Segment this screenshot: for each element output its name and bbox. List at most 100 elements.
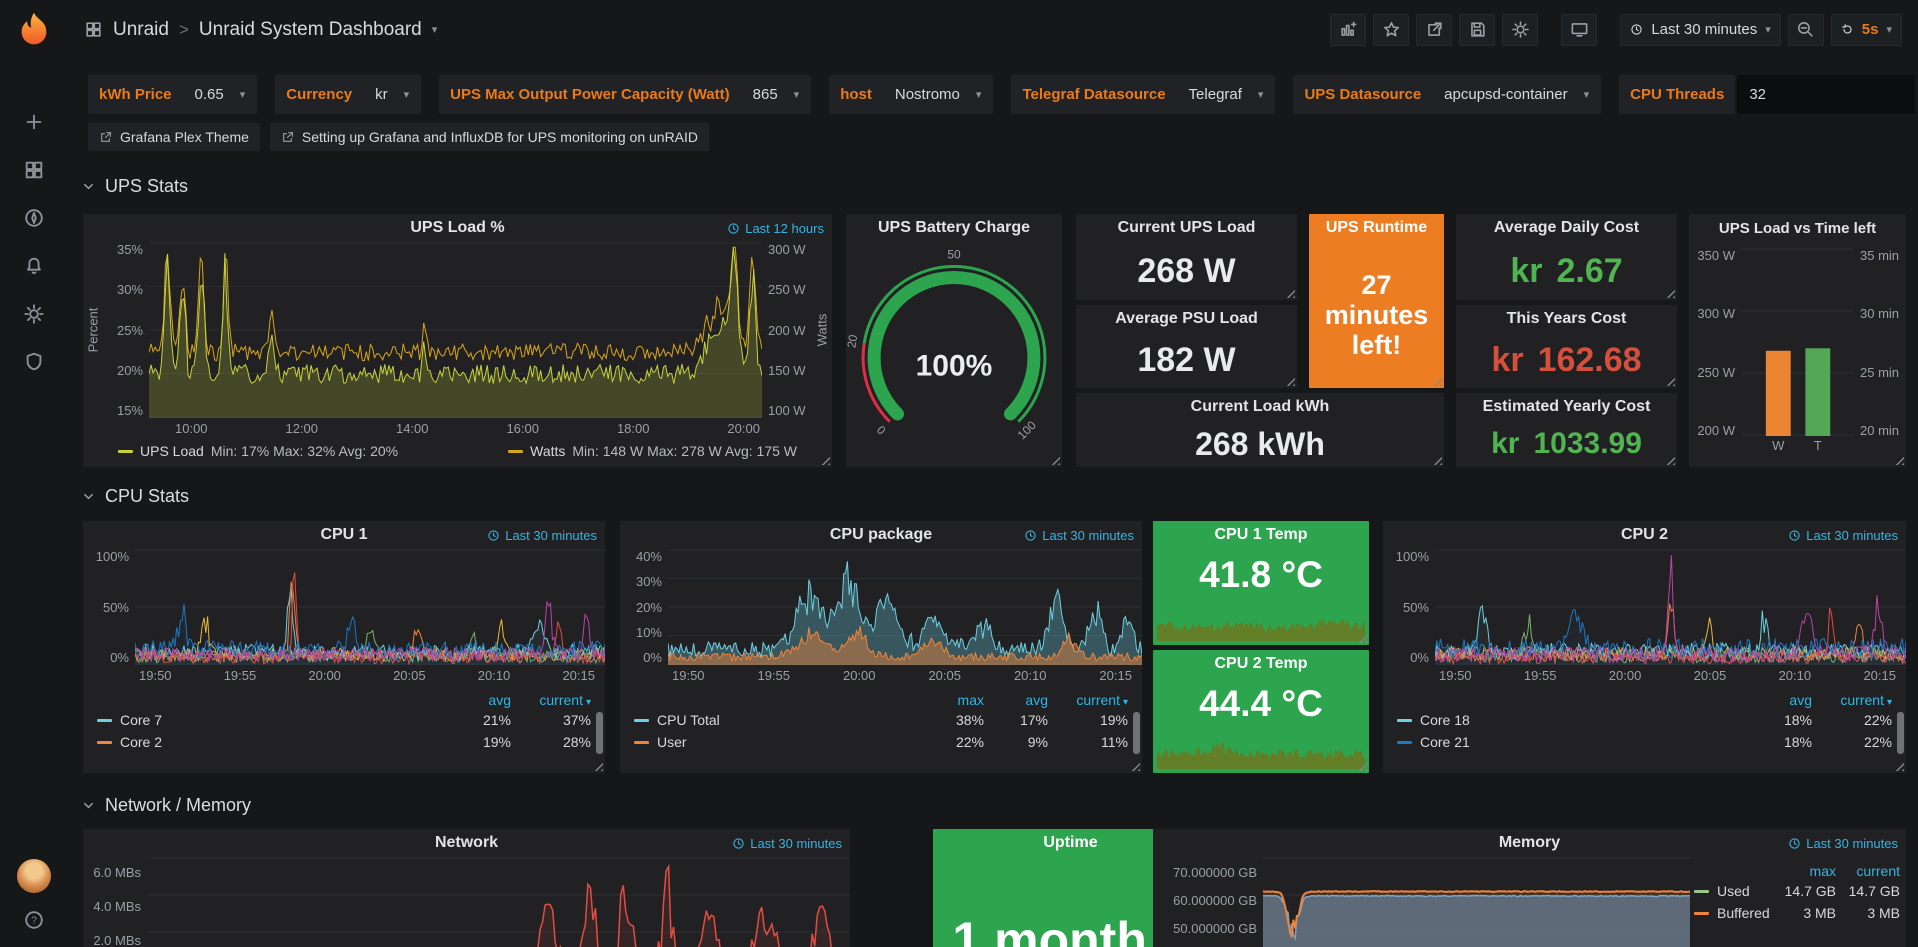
sidebar-item-create[interactable]: [10, 98, 58, 146]
memory-plot[interactable]: [1263, 857, 1690, 947]
section-cpu-stats[interactable]: CPU Stats: [81, 483, 189, 509]
panel-title[interactable]: CPU 2: [1620, 526, 1669, 543]
legend-value: 22%: [1863, 712, 1892, 728]
sidebar-item-configuration[interactable]: [10, 290, 58, 338]
variable-value-dropdown[interactable]: apcupsd-container ▾: [1444, 86, 1590, 103]
dashboard-link-plex-theme[interactable]: Grafana Plex Theme: [88, 123, 260, 151]
time-picker-button[interactable]: Last 30 minutes ▾: [1620, 13, 1781, 46]
panel-title[interactable]: UPS Load %: [410, 219, 505, 236]
variable-value-dropdown[interactable]: kr ▾: [375, 86, 410, 103]
legend-col-header[interactable]: avg: [1789, 691, 1812, 708]
legend-col-header[interactable]: max: [957, 691, 984, 708]
add-panel-button[interactable]: [1330, 13, 1367, 46]
sidebar-item-dashboards[interactable]: [10, 146, 58, 194]
cpu-package-plot[interactable]: [668, 549, 1142, 665]
variable-value-dropdown[interactable]: Telegraf ▾: [1188, 86, 1264, 103]
cpu2-plot[interactable]: [1435, 549, 1906, 665]
sidebar-item-server-admin[interactable]: [10, 338, 58, 386]
panel-resize-handle[interactable]: [1893, 454, 1904, 465]
panel-time-range[interactable]: Last 30 minutes: [1024, 521, 1134, 549]
panel-resize-handle[interactable]: [1664, 375, 1675, 386]
help-button[interactable]: ?: [23, 909, 45, 931]
variable-value-dropdown[interactable]: 0.65 ▾: [194, 86, 246, 103]
panel-resize-handle[interactable]: [1049, 454, 1060, 465]
series-name[interactable]: Watts: [530, 443, 566, 459]
panel-resize-handle[interactable]: [592, 760, 603, 771]
panel-resize-handle[interactable]: [1431, 454, 1442, 465]
dashboard-link-ups-guide[interactable]: Setting up Grafana and InfluxDB for UPS …: [269, 123, 710, 151]
star-button[interactable]: [1373, 13, 1410, 46]
chevron-down-icon[interactable]: ▾: [431, 24, 438, 36]
variable-value-dropdown[interactable]: Nostromo ▾: [894, 86, 982, 103]
panel-time-range[interactable]: Last 12 hours: [727, 214, 824, 242]
ups-load-plot[interactable]: [149, 242, 762, 418]
panel-title[interactable]: This Years Cost: [1506, 310, 1627, 327]
panel-resize-handle[interactable]: [1893, 760, 1904, 771]
panel-resize-handle[interactable]: [1664, 287, 1675, 298]
panel-resize-handle[interactable]: [1431, 375, 1442, 386]
panel-title[interactable]: CPU 1: [320, 526, 368, 543]
section-ups-stats[interactable]: UPS Stats: [81, 173, 188, 199]
sidebar-item-alerting[interactable]: [10, 242, 58, 290]
legend-col-header[interactable]: current: [1856, 862, 1900, 879]
cycle-view-button[interactable]: [1561, 13, 1598, 46]
user-avatar[interactable]: [17, 859, 51, 893]
panel-title[interactable]: UPS Load vs Time left: [1718, 219, 1877, 237]
breadcrumb-folder[interactable]: Unraid: [113, 18, 169, 40]
sidebar-item-explore[interactable]: [10, 194, 58, 242]
legend-scrollbar[interactable]: [1133, 712, 1140, 754]
variable-value-dropdown[interactable]: 865 ▾: [752, 86, 800, 103]
grafana-logo[interactable]: [12, 10, 56, 54]
stat-value: kr 2.67: [1456, 242, 1677, 300]
legend-col-header[interactable]: current ▾: [539, 691, 591, 708]
series-color-dash: [1397, 718, 1412, 722]
panel-title[interactable]: UPS Runtime: [1325, 219, 1428, 236]
breadcrumb-title[interactable]: Unraid System Dashboard: [198, 18, 422, 40]
panel-title[interactable]: CPU 1 Temp: [1214, 526, 1308, 543]
panel-title[interactable]: CPU 2 Temp: [1214, 655, 1308, 672]
legend-value: 9%: [1027, 734, 1048, 750]
legend-col-header[interactable]: current ▾: [1076, 691, 1128, 708]
panel-title[interactable]: Average PSU Load: [1115, 310, 1258, 327]
legend-scrollbar[interactable]: [596, 712, 603, 754]
cpu-threads-input[interactable]: [1737, 75, 1916, 114]
legend-scrollbar[interactable]: [1897, 712, 1904, 754]
panel-resize-handle[interactable]: [819, 454, 830, 465]
plus-icon: [23, 111, 45, 133]
settings-button[interactable]: [1502, 13, 1539, 46]
panel-title[interactable]: UPS Battery Charge: [877, 219, 1031, 236]
panel-title[interactable]: Current Load kWh: [1190, 398, 1330, 415]
series-name[interactable]: UPS Load: [140, 443, 204, 459]
refresh-button[interactable]: 5s ▾: [1830, 13, 1902, 46]
panel-resize-handle[interactable]: [1664, 454, 1675, 465]
legend-col-header[interactable]: current ▾: [1840, 691, 1892, 708]
panel-time-range[interactable]: Last 30 minutes: [1788, 521, 1898, 549]
panel-resize-handle[interactable]: [1356, 760, 1367, 771]
panel-title[interactable]: Network: [434, 834, 499, 851]
panel-title[interactable]: CPU package: [829, 526, 933, 543]
panel-resize-handle[interactable]: [1284, 287, 1295, 298]
network-plot[interactable]: [147, 857, 850, 947]
legend-col-header[interactable]: avg: [488, 691, 511, 708]
panel-time-range[interactable]: Last 30 minutes: [487, 521, 597, 549]
legend-col-header[interactable]: max: [1809, 862, 1836, 879]
panel-title[interactable]: Current UPS Load: [1117, 219, 1256, 236]
cpu1-plot[interactable]: [135, 549, 605, 665]
panel-time-range[interactable]: Last 30 minutes: [1788, 829, 1898, 857]
section-network-memory[interactable]: Network / Memory: [81, 792, 251, 818]
panel-title[interactable]: Uptime: [1043, 834, 1098, 851]
panel-title[interactable]: Average Daily Cost: [1493, 219, 1640, 236]
panel-resize-handle[interactable]: [1129, 760, 1140, 771]
panel-title[interactable]: Estimated Yearly Cost: [1482, 398, 1651, 415]
share-button[interactable]: [1416, 13, 1453, 46]
panel-time-range[interactable]: Last 30 minutes: [732, 829, 842, 857]
panel-title[interactable]: Memory: [1498, 834, 1561, 851]
legend-col-header[interactable]: avg: [1025, 691, 1048, 708]
legend-row: Buffered 3 MB 3 MB: [1694, 902, 1900, 924]
zoom-out-button[interactable]: [1787, 13, 1824, 46]
dashboard-grid-icon[interactable]: [84, 20, 103, 39]
save-button[interactable]: [1459, 13, 1496, 46]
panel-resize-handle[interactable]: [1284, 375, 1295, 386]
panel-resize-handle[interactable]: [1356, 632, 1367, 643]
